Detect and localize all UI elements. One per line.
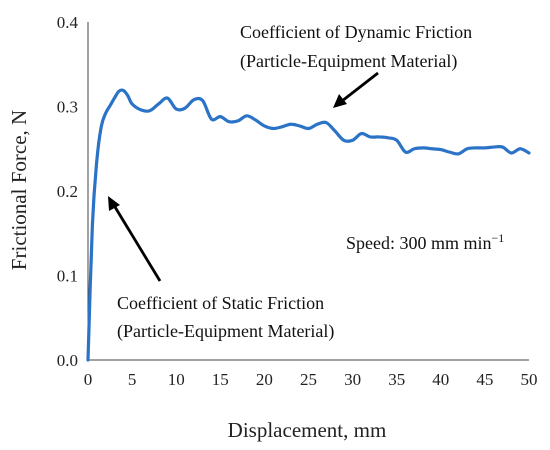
tick-labels: 0 5 10 15 20 25 30 35 40 45 50 0.0 0.1 0.2 0.3 0.4 — [57, 13, 538, 389]
x-tick-label: 50 — [521, 370, 538, 389]
x-tick-label: 10 — [168, 370, 185, 389]
axes — [87, 22, 529, 361]
y-tick-label: 0.4 — [57, 13, 79, 32]
series-layer — [86, 88, 531, 362]
x-tick-label: 40 — [432, 370, 449, 389]
static-friction-label-line1: Coefficient of Static Friction — [117, 293, 324, 313]
x-tick-label: 0 — [84, 370, 93, 389]
static-friction-arrow — [108, 196, 162, 282]
x-tick-label: 20 — [256, 370, 273, 389]
static-friction-label-line2: (Particle-Equipment Material) — [117, 321, 334, 342]
x-tick-label: 5 — [128, 370, 137, 389]
y-tick-label: 0.3 — [57, 98, 78, 117]
x-tick-label: 45 — [476, 370, 493, 389]
x-axis-title: Displacement, mm — [228, 418, 387, 442]
x-tick-label: 35 — [388, 370, 405, 389]
dynamic-friction-label-line2: (Particle-Equipment Material) — [240, 51, 457, 72]
y-axis-title: Frictional Force, N — [7, 110, 31, 270]
speed-label-text: Speed: 300 mm min — [346, 233, 492, 253]
x-tick-label: 25 — [300, 370, 317, 389]
y-tick-label: 0.0 — [57, 351, 78, 370]
x-tick-label: 30 — [344, 370, 361, 389]
speed-label: Speed: 300 mm min−1 — [346, 231, 504, 253]
y-tick-label: 0.2 — [57, 182, 78, 201]
series-line — [86, 88, 531, 362]
dynamic-friction-label-line1: Coefficient of Dynamic Friction — [240, 22, 472, 42]
speed-label-superscript: −1 — [492, 231, 505, 245]
x-tick-label: 15 — [212, 370, 229, 389]
y-tick-label: 0.1 — [57, 267, 78, 286]
dynamic-friction-arrow — [333, 71, 379, 108]
